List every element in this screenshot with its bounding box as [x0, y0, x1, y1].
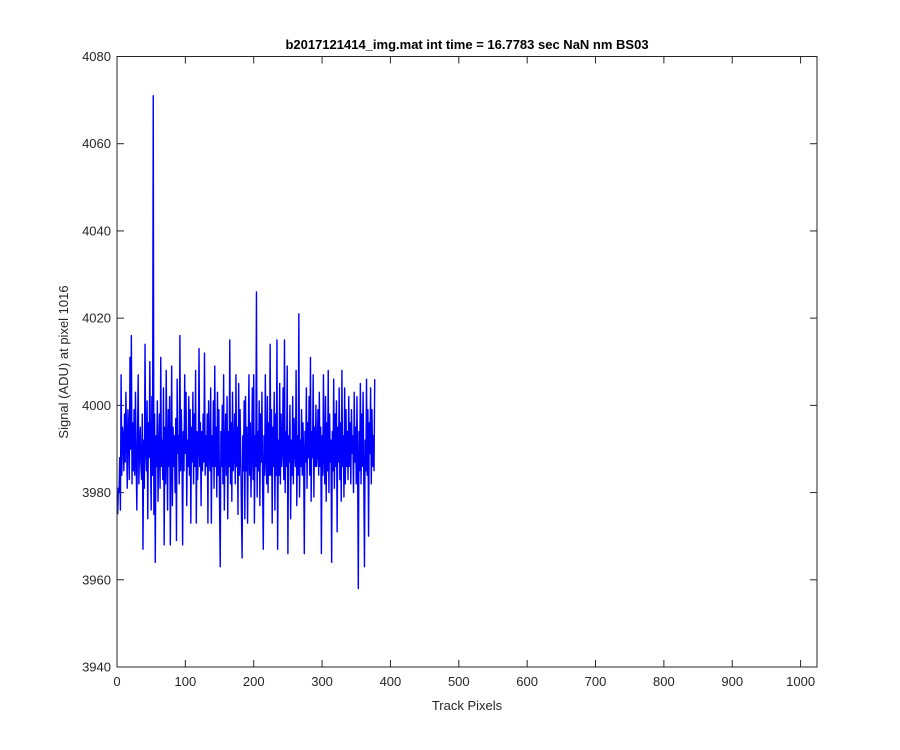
chart-title: b2017121414_img.mat int time = 16.7783 s… [285, 37, 648, 52]
x-tick-label: 800 [653, 674, 675, 689]
x-tick-label: 700 [585, 674, 607, 689]
x-tick-label: 500 [448, 674, 470, 689]
x-tick-label: 100 [175, 674, 197, 689]
x-tick-label: 400 [380, 674, 402, 689]
y-tick-label: 3960 [82, 572, 111, 587]
x-tick-label: 300 [311, 674, 333, 689]
y-tick-label: 4000 [82, 398, 111, 413]
y-tick-label: 3940 [82, 660, 111, 675]
plot-area-frame [116, 56, 818, 668]
axis-ticks: 0 100 200 300 400 500 600 700 800 900 1000 3940 3960… [82, 49, 817, 689]
x-axis-label: Track Pixels [432, 698, 503, 713]
x-tick-label: 200 [243, 674, 265, 689]
y-tick-label: 3980 [82, 485, 111, 500]
y-axis-label: Signal (ADU) at pixel 1016 [56, 285, 71, 438]
y-tick-label: 4020 [82, 311, 111, 326]
x-tick-label: 900 [721, 674, 743, 689]
x-tick-label: 0 [113, 674, 120, 689]
y-tick-label: 4080 [82, 49, 111, 64]
x-tick-label: 1000 [786, 674, 815, 689]
series-line [116, 95, 376, 590]
series-layer [116, 95, 376, 590]
x-tick-label: 600 [516, 674, 538, 689]
y-tick-label: 4060 [82, 136, 111, 151]
y-tick-label: 4040 [82, 223, 111, 238]
